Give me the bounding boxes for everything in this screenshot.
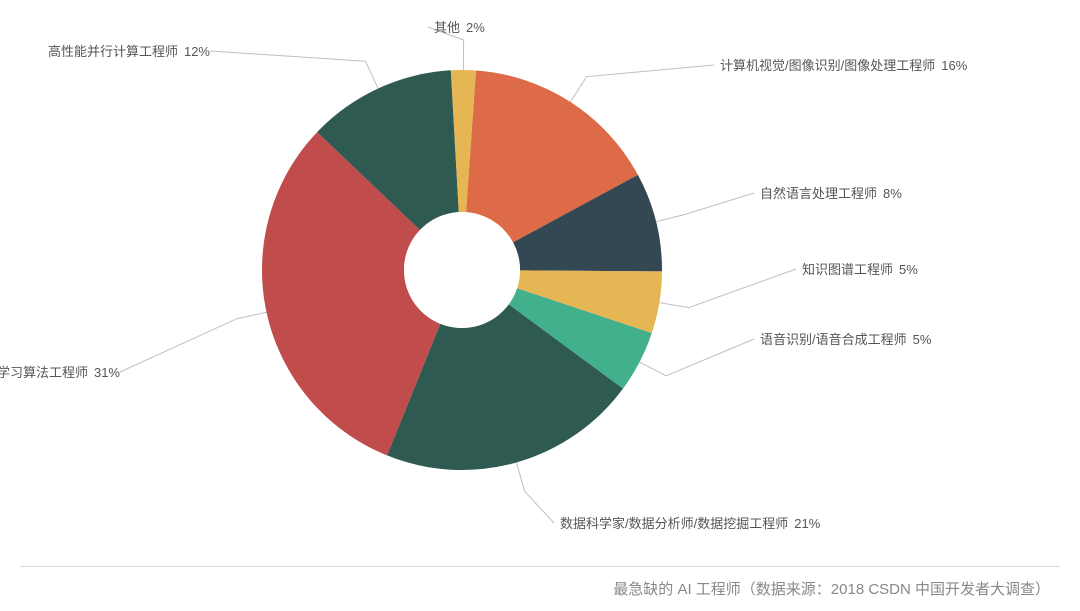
- pie-chart: [0, 0, 1080, 611]
- slice-label-text: 语音识别/语音合成工程师: [760, 332, 907, 347]
- caption: 最急缺的 AI 工程师（数据来源：2018 CSDN 中国开发者大调查）: [613, 578, 1050, 599]
- slice-label: 数据科学家/数据分析师/数据挖掘工程师 21%: [560, 516, 820, 532]
- leader-line: [570, 65, 714, 102]
- leader-line: [210, 51, 378, 88]
- slice-label-text: 计算机视觉/图像识别/图像处理工程师: [720, 58, 935, 73]
- slice-label-text: 数据科学家/数据分析师/数据挖掘工程师: [560, 516, 788, 531]
- slice-label-text: 自然语言处理工程师: [760, 186, 877, 201]
- caption-rule: [20, 566, 1060, 567]
- slice-label-pct: 16%: [941, 58, 967, 73]
- slice-label-text: 高性能并行计算工程师: [48, 44, 178, 59]
- slice-label: 机器学习/深度学习算法工程师 31%: [0, 365, 120, 381]
- slice-label: 自然语言处理工程师 8%: [760, 186, 902, 202]
- leader-line: [656, 193, 754, 222]
- slice-label-pct: 12%: [184, 44, 210, 59]
- slice-label: 其他 2%: [434, 20, 485, 36]
- slice-label-pct: 5%: [899, 262, 918, 277]
- slice-label-text: 其他: [434, 20, 460, 35]
- slice-label: 计算机视觉/图像识别/图像处理工程师 16%: [720, 58, 967, 74]
- leader-line: [659, 269, 796, 308]
- slice-label-pct: 8%: [883, 186, 902, 201]
- slice-label: 语音识别/语音合成工程师 5%: [760, 332, 931, 348]
- leader-line: [640, 339, 754, 376]
- donut-hole: [404, 212, 520, 328]
- leader-line: [516, 462, 554, 523]
- slice-label-text: 机器学习/深度学习算法工程师: [0, 365, 88, 380]
- slice-label: 高性能并行计算工程师 12%: [48, 44, 210, 60]
- slice-label-pct: 2%: [466, 20, 485, 35]
- leader-line: [120, 312, 267, 372]
- slice-label-text: 知识图谱工程师: [802, 262, 893, 277]
- slice-label-pct: 5%: [913, 332, 932, 347]
- slice-label: 知识图谱工程师 5%: [802, 262, 918, 278]
- slice-label-pct: 31%: [94, 365, 120, 380]
- slice-label-pct: 21%: [794, 516, 820, 531]
